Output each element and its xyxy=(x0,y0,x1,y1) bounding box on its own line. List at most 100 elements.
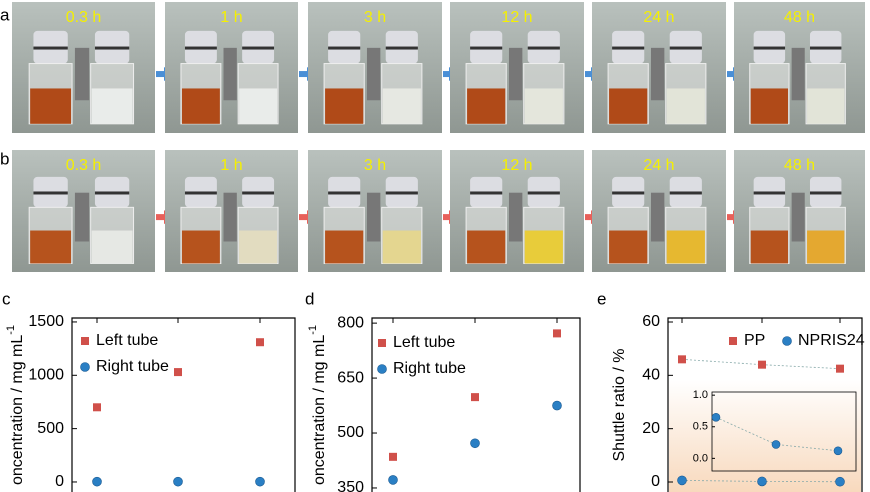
arrow-shaft xyxy=(443,214,450,221)
photo xyxy=(12,2,155,133)
legend-label: Left tube xyxy=(96,332,158,349)
cap-band xyxy=(33,46,68,50)
y-tick-label: 1000 xyxy=(28,367,64,384)
panel-label: c xyxy=(2,289,11,308)
point xyxy=(173,476,183,487)
clamp xyxy=(223,192,237,242)
cap-band xyxy=(527,191,560,195)
liquid xyxy=(524,230,563,264)
panel-label: e xyxy=(597,289,606,308)
photo xyxy=(165,2,298,133)
legend-label: NPRIS24 xyxy=(798,332,865,349)
legend-marker xyxy=(80,362,90,372)
y-axis-label: Shuttle ratio / % xyxy=(611,349,628,462)
liquid xyxy=(181,230,220,264)
panel-label: d xyxy=(305,289,314,308)
axis-frame xyxy=(71,317,296,492)
y-tick-label: 500 xyxy=(37,420,64,437)
time-label: 24 h xyxy=(643,157,674,174)
y-tick-label: 0 xyxy=(55,473,64,490)
point xyxy=(552,400,562,411)
inset-frame xyxy=(711,391,857,472)
cap-band xyxy=(328,191,361,195)
liquid xyxy=(239,230,278,264)
point xyxy=(677,475,687,486)
liquid xyxy=(666,230,705,264)
cap-band xyxy=(328,46,361,50)
legend-label: Right tube xyxy=(393,360,466,377)
liquid xyxy=(30,230,72,264)
liquid xyxy=(807,88,845,124)
liquid xyxy=(30,88,72,124)
legend-marker xyxy=(729,337,737,345)
y-axis-label-text: oncentration / mg mL xyxy=(311,335,328,485)
liquid xyxy=(807,230,845,264)
y-tick-label: 60 xyxy=(642,313,660,330)
photo xyxy=(308,150,442,272)
y-tick-label: 800 xyxy=(337,314,364,331)
y-tick-label: 20 xyxy=(642,420,660,437)
arrow-shaft xyxy=(443,71,450,78)
inset-y-tick-label: 0.5 xyxy=(693,421,708,433)
clamp xyxy=(791,47,805,101)
arrow-shaft xyxy=(299,214,308,221)
cap-band xyxy=(612,46,645,50)
time-label: 1 h xyxy=(220,9,242,26)
liquid xyxy=(382,230,421,264)
time-label: 24 h xyxy=(643,9,674,26)
photo xyxy=(734,150,865,272)
liquid xyxy=(750,88,789,124)
y-tick-label: 40 xyxy=(642,367,660,384)
clamp xyxy=(650,192,665,242)
cap-band xyxy=(669,191,702,195)
cap-band xyxy=(242,46,275,50)
arrow-shaft xyxy=(156,71,165,78)
time-label: 1 h xyxy=(220,157,242,174)
clamp xyxy=(74,192,90,242)
point xyxy=(255,476,265,487)
clamp xyxy=(508,47,523,101)
point xyxy=(256,338,264,347)
arrow-shaft xyxy=(585,214,592,221)
y-tick-label: 350 xyxy=(337,479,364,492)
point xyxy=(678,355,686,364)
liquid xyxy=(325,230,364,264)
photo xyxy=(734,2,865,133)
liquid xyxy=(239,88,278,124)
cap-band xyxy=(242,191,275,195)
y-axis-label: oncentration / mg mL-1 xyxy=(5,325,26,485)
point xyxy=(836,364,844,373)
inset-point xyxy=(833,446,843,456)
cap-band xyxy=(527,46,560,50)
y-axis-label-sup: -1 xyxy=(307,325,319,335)
clamp xyxy=(650,47,665,101)
liquid xyxy=(91,88,133,124)
point xyxy=(758,360,766,369)
photo xyxy=(308,2,442,133)
arrow-shaft xyxy=(727,71,734,78)
cap-band xyxy=(184,191,217,195)
clamp xyxy=(223,47,237,101)
liquid xyxy=(382,88,421,124)
liquid xyxy=(467,88,506,124)
photo xyxy=(12,150,155,272)
liquid xyxy=(609,88,648,124)
time-label: 12 h xyxy=(501,9,532,26)
arrow-shaft xyxy=(299,71,308,78)
legend-label: Left tube xyxy=(393,334,455,351)
liquid xyxy=(666,88,705,124)
point xyxy=(174,368,182,377)
time-label: 48 h xyxy=(784,9,815,26)
cap-band xyxy=(184,46,217,50)
cap-band xyxy=(33,191,68,195)
y-tick-label: 1500 xyxy=(28,313,64,330)
liquid xyxy=(609,230,648,264)
legend-label: Right tube xyxy=(96,358,169,375)
point xyxy=(388,475,398,485)
cap-band xyxy=(94,46,130,50)
photo xyxy=(450,2,584,133)
photo xyxy=(165,150,298,272)
liquid xyxy=(181,88,220,124)
cap-band xyxy=(809,46,842,50)
legend-label: PP xyxy=(744,332,765,349)
